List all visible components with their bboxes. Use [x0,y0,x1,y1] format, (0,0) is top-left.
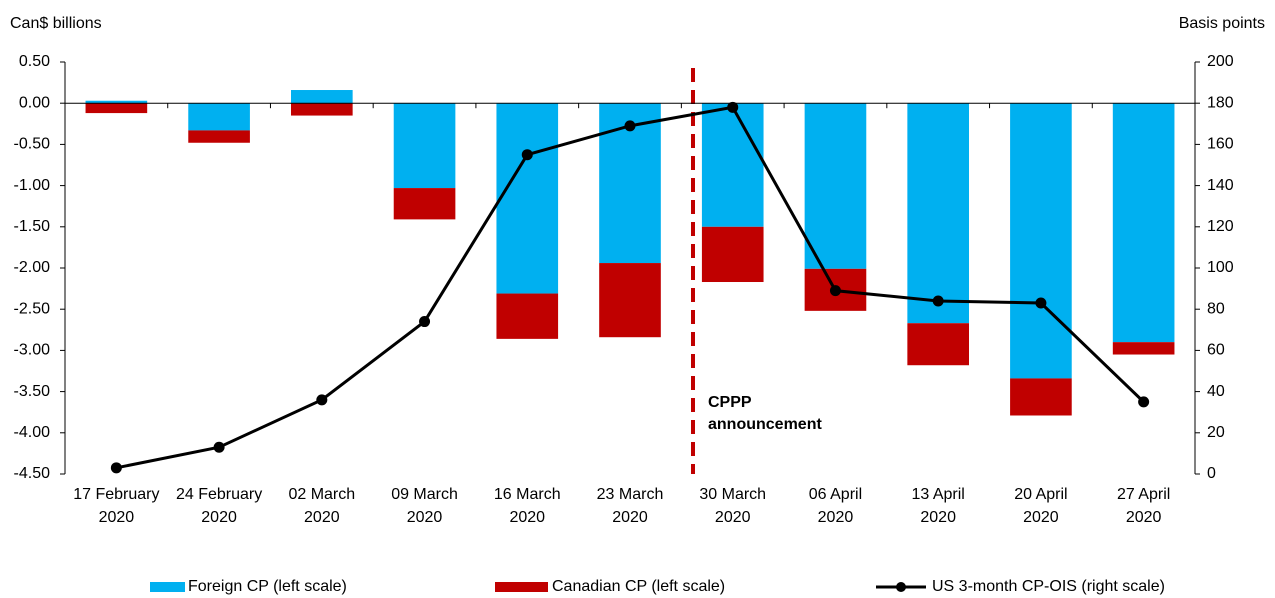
x-tick-label: 17 February 2020 [73,486,159,526]
y2-axis-title: Basis points [1179,15,1265,32]
point [316,394,328,406]
point [419,316,431,328]
bar [85,103,148,114]
x-tick-label: 27 April 2020 [1117,486,1170,526]
y-tick-label: -3.00 [14,342,51,359]
point [932,295,944,307]
bar [85,100,148,104]
x-tick-line: 13 April [911,486,964,503]
y-tick-label: -4.00 [14,424,51,441]
y2-tick-label: 40 [1207,383,1225,400]
bar [1010,378,1072,416]
bar [701,226,764,283]
x-tick-label: 23 March 2020 [597,486,664,526]
x-tick-line: 2020 [509,509,545,526]
bar [907,103,969,324]
x-tick-line: 2020 [304,509,340,526]
x-tick-line: 2020 [407,509,443,526]
x-tick-line: 17 February [73,486,159,503]
legend-swatch [495,582,548,592]
x-tick-line: 2020 [201,509,237,526]
y2-tick-label: 20 [1207,424,1225,441]
x-tick-label: 20 April 2020 [1014,486,1067,526]
y-tick-label: -2.00 [14,259,51,276]
y-tick-label: -1.50 [14,218,51,235]
y-tick-label: 0.00 [19,94,50,111]
point [1138,396,1150,408]
x-tick-line: 09 March [391,486,458,503]
x-tick-label: 02 March 2020 [288,486,355,526]
y-tick-label: -3.50 [14,383,51,400]
point [213,441,225,453]
bar [291,90,353,104]
x-tick-label: 30 March 2020 [699,486,766,526]
annotation-line: CPPP [708,394,752,411]
y-tick-label: -4.50 [14,465,51,482]
point [1035,297,1047,309]
x-tick-line: 23 March [597,486,664,503]
x-tick-line: 2020 [99,509,135,526]
legend-swatch [150,582,185,592]
bar [1112,342,1175,355]
point [624,120,636,132]
y2-tick-label: 180 [1207,94,1234,111]
legend-label: Foreign CP (left scale) [188,578,347,595]
y-tick-label: -1.00 [14,177,51,194]
bar [188,103,250,131]
bar [496,293,559,339]
x-tick-line: 16 March [494,486,561,503]
x-tick-line: 30 March [699,486,766,503]
x-tick-line: 2020 [715,509,751,526]
y-tick-label: -0.50 [14,136,51,153]
y2-tick-label: 140 [1207,177,1234,194]
bar [1112,103,1175,343]
y2-tick-label: 60 [1207,342,1225,359]
bar [804,103,867,269]
y2-tick-label: 100 [1207,259,1234,276]
x-tick-line: 2020 [1023,509,1059,526]
x-tick-label: 13 April 2020 [911,486,964,526]
x-tick-line: 2020 [1126,509,1162,526]
bar [291,103,353,116]
bar [496,103,559,294]
bar [1010,103,1072,379]
y-tick-label: 0.50 [19,53,50,70]
x-tick-label: 24 February 2020 [176,486,262,526]
y-tick-label: -2.50 [14,300,51,317]
y2-tick-label: 160 [1207,136,1234,153]
bar [599,263,661,338]
y2-tick-label: 80 [1207,300,1225,317]
x-tick-label: 09 March 2020 [391,486,458,526]
annotation: CPPP announcement [708,394,822,433]
bar [393,188,456,220]
x-tick-line: 06 April [809,486,862,503]
x-tick-line: 24 February [176,486,262,503]
x-tick-line: 02 March [288,486,355,503]
y2-tick-label: 200 [1207,53,1234,70]
x-tick-line: 2020 [818,509,854,526]
y2-tick-label: 0 [1207,465,1216,482]
legend-label: Canadian CP (left scale) [552,578,725,595]
x-tick-label: 06 April 2020 [809,486,862,526]
x-tick-line: 20 April [1014,486,1067,503]
y2-tick-label: 120 [1207,218,1234,235]
point [829,285,841,297]
y-axis-title: Can$ billions [10,15,102,32]
point [727,101,739,113]
legend-marker [896,582,906,592]
bar [393,103,456,189]
bar [188,130,250,143]
x-tick-line: 27 April [1117,486,1170,503]
point [110,462,122,474]
legend-label: US 3-month CP-OIS (right scale) [932,578,1165,595]
x-tick-line: 2020 [612,509,648,526]
x-tick-label: 16 March 2020 [494,486,561,526]
bar [701,103,764,227]
bar [907,323,969,366]
annotation-line: announcement [708,416,822,433]
point [521,149,533,161]
x-tick-line: 2020 [920,509,956,526]
